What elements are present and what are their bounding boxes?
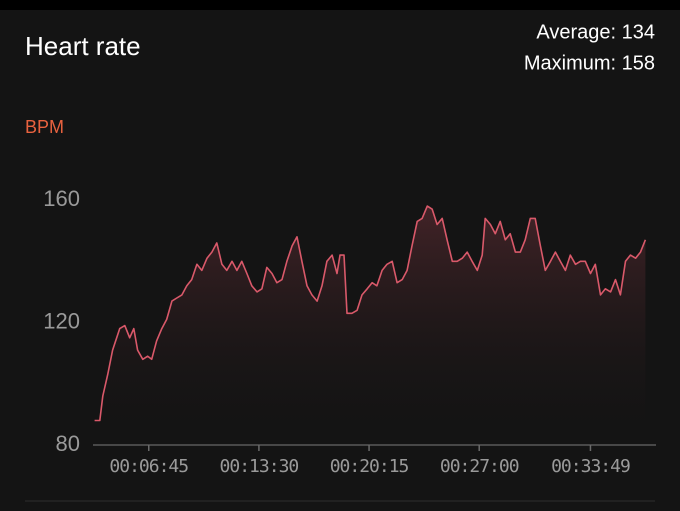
x-tick-label: 00:27:00 (440, 456, 519, 477)
y-axis-label: BPM (25, 117, 64, 137)
y-tick-label: 80 (56, 431, 80, 456)
x-tick-label: 00:33:49 (551, 456, 630, 477)
area (94, 206, 646, 445)
status-strip (0, 0, 680, 10)
y-tick-label: 160 (43, 186, 80, 211)
x-tick-label: 00:06:45 (109, 456, 188, 477)
line (94, 205, 647, 422)
y-tick-label: 120 (43, 308, 80, 333)
maximum: Maximum: 158 (524, 52, 655, 74)
chart-title: Heart rate (25, 31, 141, 61)
average: Average: 134 (536, 21, 655, 43)
x-tick-label: 00:20:15 (330, 456, 409, 477)
x-tick-label: 00:13:30 (220, 456, 299, 477)
